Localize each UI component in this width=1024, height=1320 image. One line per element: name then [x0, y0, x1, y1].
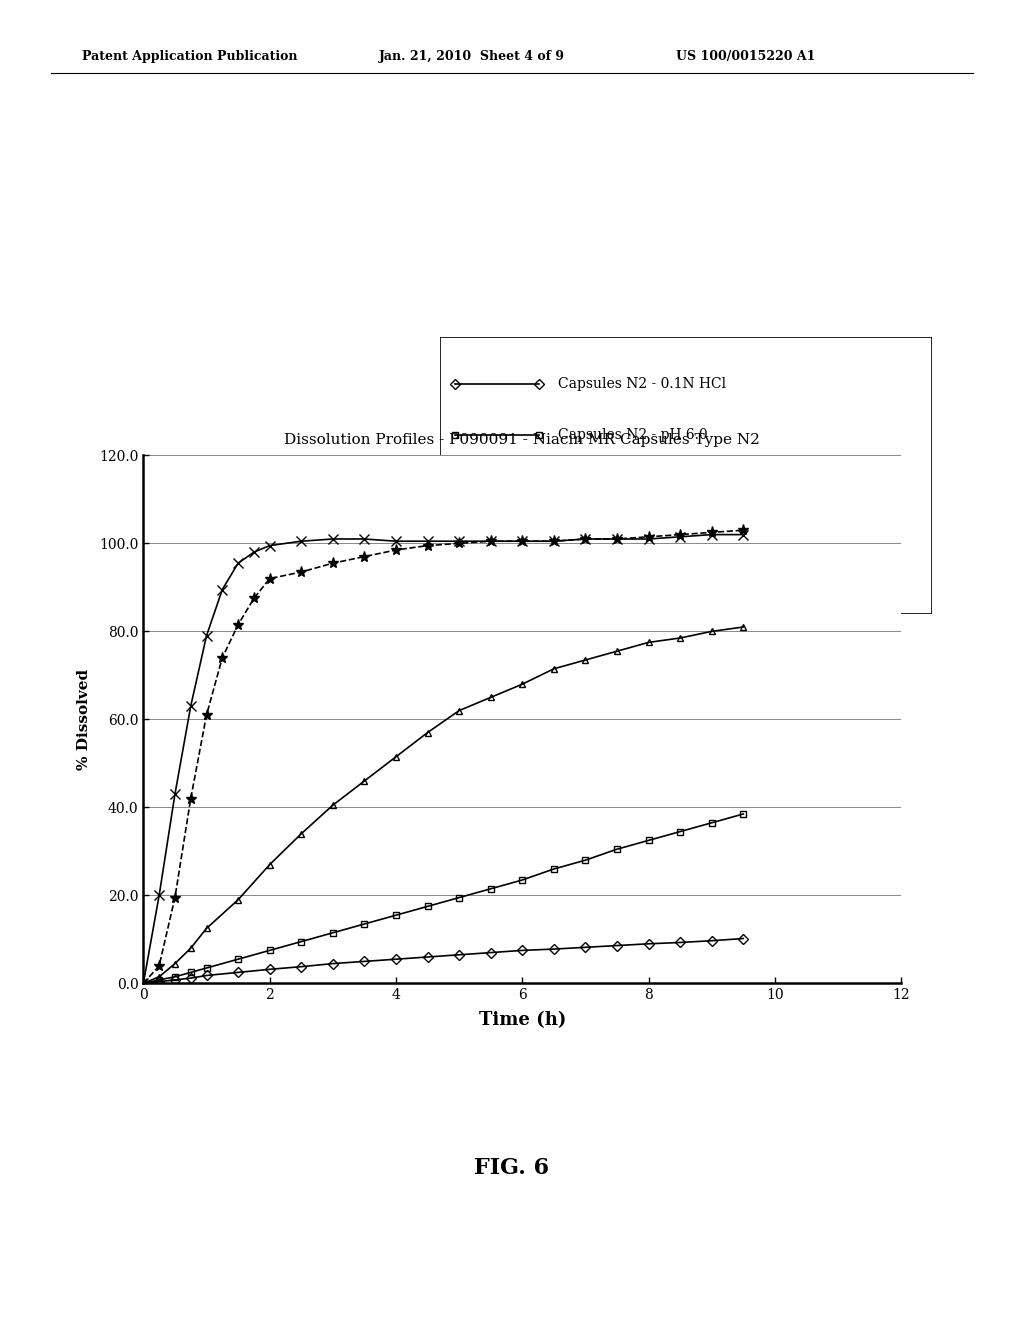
Text: Capsules N2 - pH 7.4: Capsules N2 - pH 7.4 — [558, 582, 709, 595]
Text: FIG. 6: FIG. 6 — [474, 1158, 550, 1179]
X-axis label: Time (h): Time (h) — [478, 1011, 566, 1028]
Text: Jan. 21, 2010  Sheet 4 of 9: Jan. 21, 2010 Sheet 4 of 9 — [379, 50, 565, 63]
Text: Capsules N2 - pH 6.0: Capsules N2 - pH 6.0 — [558, 428, 708, 442]
Text: Patent Application Publication: Patent Application Publication — [82, 50, 297, 63]
Text: Capsules N2 - pH 6.2: Capsules N2 - pH 6.2 — [558, 479, 708, 494]
Text: Capsules N2 - pH 6.5: Capsules N2 - pH 6.5 — [558, 531, 708, 545]
Title: Dissolution Profiles - P090091 - Niacin MR Capsules Type N2: Dissolution Profiles - P090091 - Niacin … — [285, 433, 760, 447]
Text: US 100/0015220 A1: US 100/0015220 A1 — [676, 50, 815, 63]
Text: Capsules N2 - 0.1N HCl: Capsules N2 - 0.1N HCl — [558, 376, 726, 391]
Y-axis label: % Dissolved: % Dissolved — [77, 669, 91, 770]
